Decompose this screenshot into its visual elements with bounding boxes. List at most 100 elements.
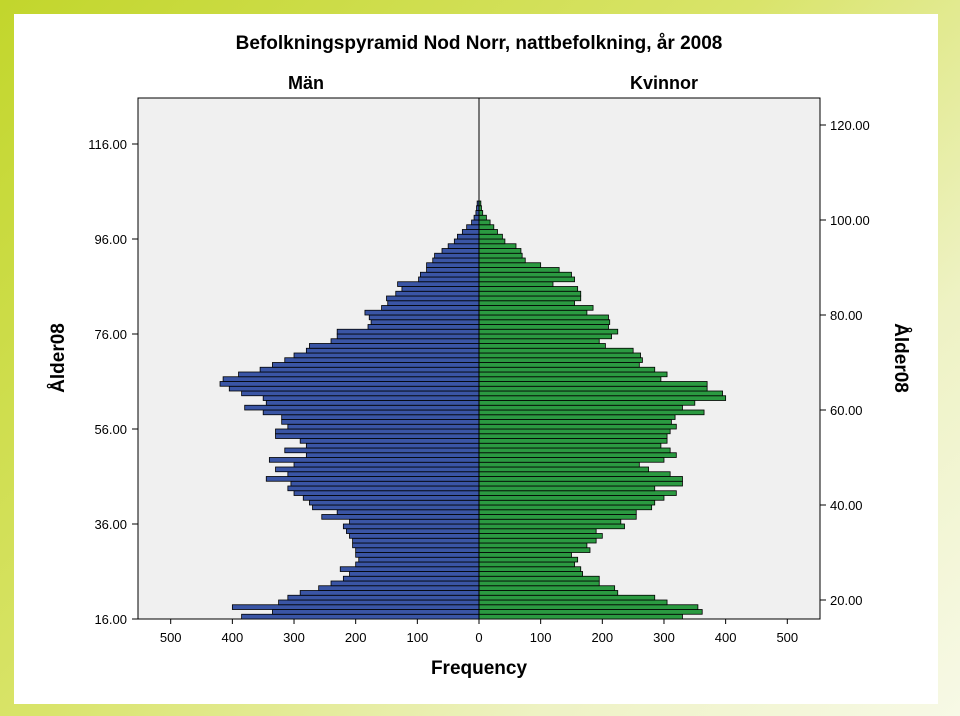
- female-bar-age-37: [478, 514, 637, 520]
- female-bar-age-87: [478, 276, 575, 283]
- male-bar-age-51: [284, 447, 480, 454]
- male-bar-age-81: [381, 305, 480, 311]
- female-bar-age-28: [478, 556, 579, 563]
- x-tick-label: 200: [345, 630, 367, 645]
- female-bar-age-101: [478, 210, 484, 216]
- male-bar-age-58: [281, 414, 480, 420]
- male-bar-age-23: [330, 580, 480, 587]
- female-bar-age-96: [478, 233, 503, 240]
- female-bar-age-59: [478, 409, 705, 416]
- y-axis-left-ticks: 16.00 36.00 56.00 76.00 96.00 116.00: [88, 137, 138, 627]
- y-right-tick-label: 120.00: [830, 118, 870, 133]
- female-bar-age-66: [478, 376, 662, 382]
- male-bar-age-100: [473, 214, 480, 221]
- male-bar-age-76: [336, 328, 480, 335]
- female-bar-age-25: [478, 571, 583, 577]
- female-bar-age-82: [478, 300, 575, 306]
- chart-title: Befolkningspyramid Nod Norr, nattbefolkn…: [236, 33, 723, 54]
- male-bar-age-37: [321, 514, 480, 520]
- female-bar-age-93: [478, 248, 522, 254]
- female-bar-age-21: [478, 590, 619, 596]
- male-bar-age-44: [290, 480, 480, 487]
- female-bar-age-97: [478, 229, 498, 235]
- male-bar-age-42: [293, 490, 480, 496]
- male-bar-age-77: [367, 324, 480, 330]
- male-bar-age-20: [287, 594, 480, 601]
- female-bar-age-68: [478, 366, 656, 373]
- y-right-tick-label: 100.00: [830, 213, 870, 228]
- female-bar-age-99: [478, 219, 491, 226]
- female-bar-age-54: [478, 433, 668, 439]
- female-bar-age-38: [478, 509, 637, 515]
- female-bar-age-69: [478, 362, 640, 368]
- female-bar-age-80: [478, 309, 588, 316]
- y-left-tick-label: 96.00: [94, 232, 127, 247]
- male-bar-age-50: [305, 452, 480, 458]
- female-bar-age-91: [478, 257, 526, 264]
- female-bar-age-57: [478, 419, 672, 425]
- male-bar-age-38: [336, 509, 480, 515]
- female-bar-age-86: [478, 281, 554, 287]
- male-bar-age-53: [299, 438, 480, 444]
- female-bar-age-39: [478, 504, 653, 511]
- male-bar-age-18: [231, 604, 480, 610]
- male-bar-age-89: [426, 267, 480, 273]
- female-bar-age-64: [478, 385, 708, 392]
- female-bar-age-98: [478, 224, 495, 230]
- male-bar-age-60: [244, 404, 480, 411]
- female-bar-age-72: [478, 347, 634, 354]
- female-bar-age-31: [478, 542, 588, 549]
- male-bar-age-97: [461, 229, 480, 235]
- female-bar-age-58: [478, 414, 676, 420]
- male-bar-age-19: [278, 599, 480, 606]
- female-bar-age-75: [478, 333, 612, 340]
- male-bar-age-62: [262, 395, 480, 401]
- male-bar-age-69: [272, 362, 480, 368]
- male-bar-age-79: [368, 314, 480, 321]
- male-bar-age-30: [355, 547, 480, 553]
- female-bar-age-40: [478, 499, 656, 506]
- female-bar-age-77: [478, 324, 609, 330]
- male-bar-age-35: [342, 523, 480, 530]
- male-bar-age-64: [228, 385, 480, 392]
- female-bar-age-47: [478, 466, 649, 473]
- x-tick-label: 200: [591, 630, 613, 645]
- female-bar-age-36: [478, 518, 622, 525]
- female-bar-age-16: [478, 613, 683, 620]
- female-bar-age-18: [478, 604, 699, 610]
- male-bar-age-71: [293, 352, 480, 359]
- y-axis-label-right: Ålder08: [890, 323, 911, 393]
- x-tick-label: 500: [776, 630, 798, 645]
- x-tick-label: 400: [222, 630, 244, 645]
- female-bar-age-95: [478, 238, 506, 245]
- x-tick-label: 100: [406, 630, 428, 645]
- male-bar-age-98: [466, 224, 480, 230]
- female-bar-age-70: [478, 357, 643, 363]
- female-bar-age-62: [478, 395, 727, 401]
- male-bar-age-41: [302, 495, 480, 501]
- male-bar-age-54: [275, 433, 480, 439]
- female-bar-age-60: [478, 404, 683, 411]
- male-bar-age-90: [426, 262, 480, 268]
- female-bar-age-76: [478, 328, 619, 335]
- female-bar-age-44: [478, 480, 683, 487]
- y-axis-label-left: Ålder08: [48, 323, 69, 393]
- male-bar-age-70: [284, 357, 480, 363]
- female-bar-age-90: [478, 262, 542, 268]
- male-bar-age-32: [352, 537, 480, 544]
- male-bar-age-29: [355, 552, 480, 558]
- female-bar-age-46: [478, 471, 671, 477]
- male-bar-age-49: [268, 457, 480, 463]
- male-bar-age-87: [418, 276, 480, 283]
- female-bar-age-100: [478, 214, 487, 221]
- male-bar-age-28: [358, 556, 480, 563]
- male-bar-age-25: [349, 571, 480, 577]
- women-header: Kvinnor: [630, 73, 698, 93]
- male-bar-age-86: [397, 281, 480, 287]
- male-bar-age-46: [287, 471, 480, 477]
- y-left-tick-label: 16.00: [94, 612, 127, 627]
- male-bar-age-95: [453, 238, 480, 245]
- male-bar-age-78: [370, 319, 480, 325]
- male-bar-age-40: [309, 499, 480, 506]
- female-bar-age-61: [478, 400, 696, 406]
